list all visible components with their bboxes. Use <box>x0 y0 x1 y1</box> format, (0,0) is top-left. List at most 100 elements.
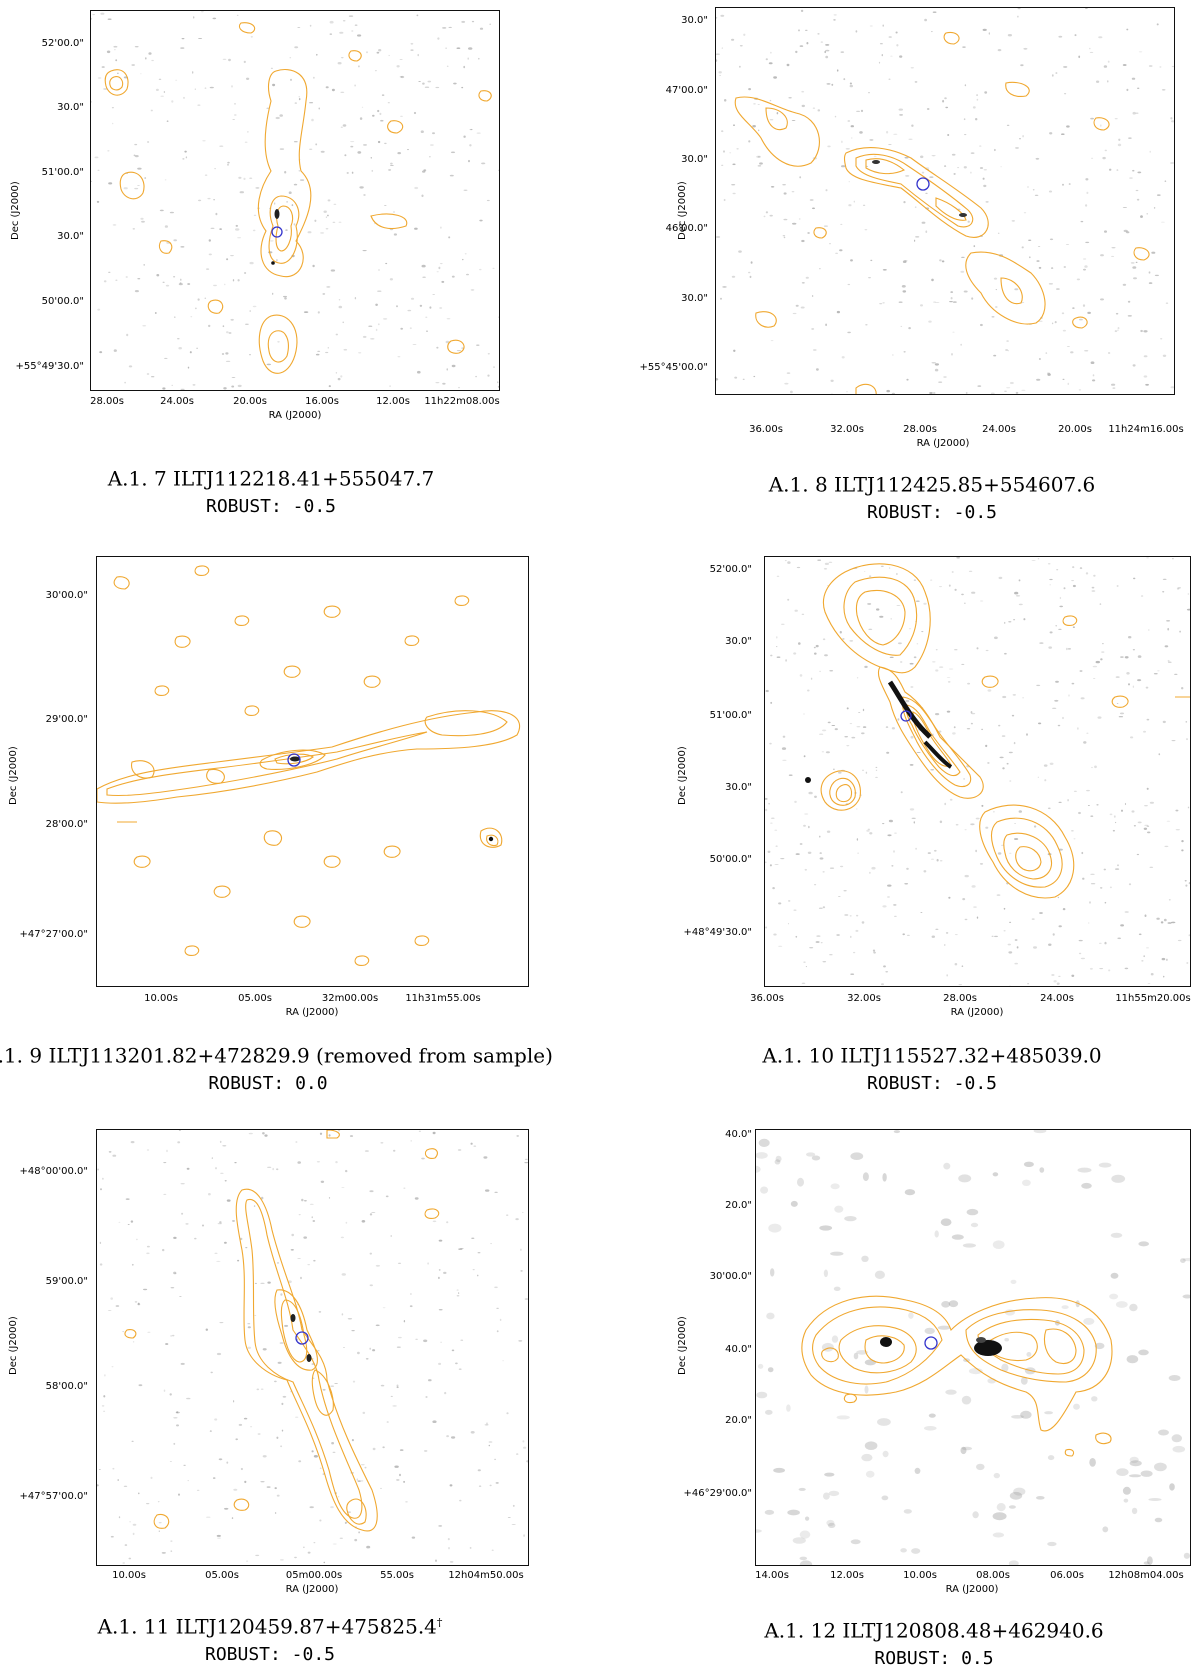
image-frame <box>96 1129 529 1566</box>
x-axis-label: RA (J2000) <box>286 1007 339 1018</box>
radio-contour-map <box>97 1130 529 1566</box>
x-tick-label: 36.00s <box>750 993 784 1004</box>
figure-caption: A.1. 8 ILTJ112425.85+554607.6 ROBUST: -0… <box>769 468 1096 526</box>
radio-contour-map <box>716 8 1175 395</box>
y-tick-label: 30.0" <box>662 782 752 793</box>
y-tick-label: 51'00.0" <box>0 167 84 178</box>
contour-set <box>735 32 1149 395</box>
y-axis-label: Dec (J2000) <box>677 181 688 240</box>
y-tick-label: 20.0" <box>662 1200 752 1211</box>
contour-set <box>97 566 520 965</box>
figure-caption: A.1. 9 ILTJ113201.82+472829.9 (removed f… <box>0 1039 553 1097</box>
contour-set <box>802 1296 1112 1456</box>
x-tick-label: 11h31m55.00s <box>405 993 480 1004</box>
y-tick-label: 52'00.0" <box>0 38 84 49</box>
caption-title: A.1. 7 ILTJ112218.41+555047.7 <box>108 467 435 491</box>
y-tick-label: +55°49'30.0" <box>0 361 84 372</box>
caption-title: A.1. 10 ILTJ115527.32+485039.0 <box>762 1044 1101 1068</box>
figure-caption: A.1. 10 ILTJ115527.32+485039.0 ROBUST: -… <box>762 1039 1101 1097</box>
x-tick-label: 24.00s <box>982 424 1016 435</box>
y-tick-label: 29'00.0" <box>0 714 88 725</box>
y-axis-label: Dec (J2000) <box>10 181 21 240</box>
robust-parameter: ROBUST: -0.5 <box>205 1644 335 1665</box>
y-tick-label: 50'00.0" <box>0 296 84 307</box>
x-tick-label: 11h24m16.00s <box>1108 424 1183 435</box>
x-tick-label: 14.00s <box>755 1570 789 1581</box>
y-tick-label: +48°00'00.0" <box>0 1166 88 1177</box>
contour-set <box>821 564 1191 898</box>
contour-set <box>105 23 491 374</box>
y-tick-label: 40.0" <box>662 1344 752 1355</box>
x-tick-label: 24.00s <box>1040 993 1074 1004</box>
y-tick-label: +48°49'30.0" <box>662 927 752 938</box>
y-axis-label: Dec (J2000) <box>677 746 688 805</box>
x-tick-label: 05.00s <box>205 1570 239 1581</box>
y-tick-label: 52'00.0" <box>662 564 752 575</box>
image-frame <box>755 1129 1191 1566</box>
x-tick-label: 28.00s <box>943 993 977 1004</box>
host-position-marker <box>917 178 929 190</box>
x-axis-label: RA (J2000) <box>286 1584 339 1595</box>
x-axis-label: RA (J2000) <box>946 1584 999 1595</box>
image-frame <box>90 10 500 391</box>
radio-contour-map <box>756 1130 1191 1566</box>
x-tick-label: 10.00s <box>903 1570 937 1581</box>
y-tick-label: +47°57'00.0" <box>0 1491 88 1502</box>
robust-parameter: ROBUST: 0.0 <box>208 1073 327 1094</box>
x-tick-label: 11h55m20.00s <box>1115 993 1190 1004</box>
host-position-marker <box>925 1337 937 1349</box>
caption-dagger: † <box>437 1616 443 1629</box>
image-frame <box>96 556 529 987</box>
y-tick-label: +47°27'00.0" <box>0 929 88 940</box>
y-tick-label: 50'00.0" <box>662 854 752 865</box>
caption-title: A.1. 8 ILTJ112425.85+554607.6 <box>769 473 1096 497</box>
caption-title: A.1. 11 ILTJ120459.87+475825.4 <box>98 1615 437 1639</box>
y-tick-label: 30.0" <box>618 293 708 304</box>
y-tick-label: 51'00.0" <box>662 710 752 721</box>
x-tick-label: 24.00s <box>160 396 194 407</box>
x-tick-label: 10.00s <box>144 993 178 1004</box>
x-tick-label: 11h22m08.00s <box>424 396 499 407</box>
compact-sources <box>290 757 493 842</box>
y-tick-label: 30.0" <box>0 102 84 113</box>
x-axis-label: RA (J2000) <box>269 410 322 421</box>
noise-field <box>97 1130 529 1566</box>
y-tick-label: 30'00.0" <box>662 1271 752 1282</box>
x-tick-label: 20.00s <box>233 396 267 407</box>
y-tick-label: 20.0" <box>662 1415 752 1426</box>
x-tick-label: 32.00s <box>847 993 881 1004</box>
contour-set <box>125 1130 439 1531</box>
y-tick-label: 40.0" <box>662 1129 752 1140</box>
y-tick-label: +55°45'00.0" <box>618 362 708 373</box>
y-tick-label: 58'00.0" <box>0 1381 88 1392</box>
caption-title: A.1. 9 ILTJ113201.82+472829.9 (removed f… <box>0 1044 553 1068</box>
noise-field <box>756 1130 1191 1566</box>
y-tick-label: +46°29'00.0" <box>662 1488 752 1499</box>
x-tick-label: 12h04m50.00s <box>448 1570 523 1581</box>
x-tick-label: 10.00s <box>112 1570 146 1581</box>
x-tick-label: 12h08m04.00s <box>1108 1570 1183 1581</box>
x-tick-label: 06.00s <box>1050 1570 1084 1581</box>
noise-field <box>91 11 500 391</box>
y-tick-label: 30.0" <box>618 15 708 26</box>
radio-contour-map <box>765 557 1191 987</box>
x-tick-label: 08.00s <box>976 1570 1010 1581</box>
y-axis-label: Dec (J2000) <box>8 1316 19 1375</box>
x-tick-label: 20.00s <box>1058 424 1092 435</box>
x-tick-label: 28.00s <box>903 424 937 435</box>
x-tick-label: 12.00s <box>830 1570 864 1581</box>
y-tick-label: 30'00.0" <box>0 590 88 601</box>
x-tick-label: 28.00s <box>90 396 124 407</box>
x-tick-label: 05m00.00s <box>286 1570 342 1581</box>
robust-parameter: ROBUST: 0.5 <box>874 1648 993 1669</box>
x-tick-label: 36.00s <box>749 424 783 435</box>
x-tick-label: 32.00s <box>830 424 864 435</box>
robust-parameter: ROBUST: -0.5 <box>867 502 997 523</box>
y-tick-label: 30.0" <box>618 154 708 165</box>
figure-caption: A.1. 11 ILTJ120459.87+475825.4† ROBUST: … <box>98 1610 443 1668</box>
caption-title: A.1. 12 ILTJ120808.48+462940.6 <box>764 1619 1103 1643</box>
image-frame <box>764 556 1191 987</box>
x-axis-label: RA (J2000) <box>917 438 970 449</box>
x-tick-label: 05.00s <box>238 993 272 1004</box>
y-tick-label: 28'00.0" <box>0 819 88 830</box>
